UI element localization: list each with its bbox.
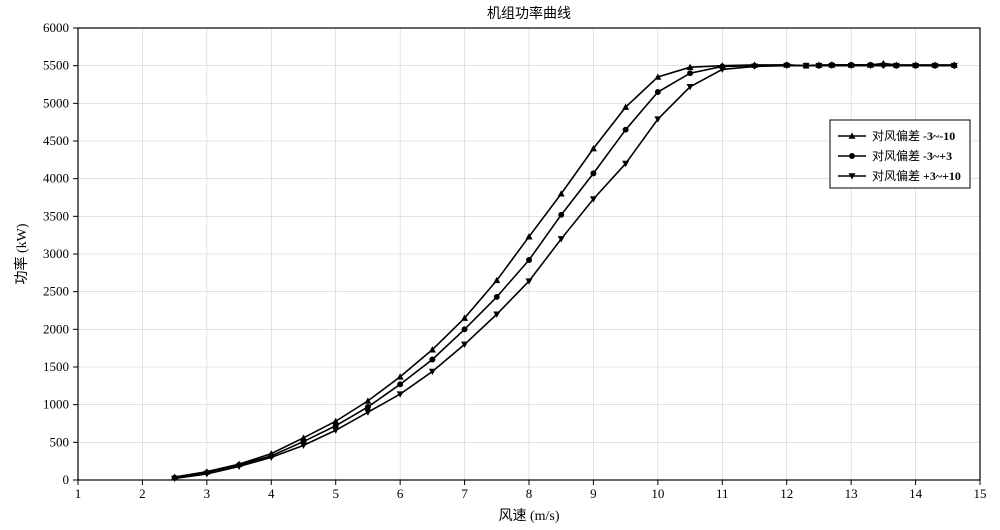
series-marker [687, 70, 693, 76]
y-tick-label: 3000 [43, 246, 69, 261]
series-marker [655, 89, 661, 95]
series-marker [494, 294, 500, 300]
x-tick-label: 12 [780, 486, 793, 501]
y-tick-label: 2500 [43, 284, 69, 299]
series-marker [623, 127, 629, 133]
x-tick-label: 8 [526, 486, 533, 501]
power-curve-chart: 1234567891011121314150500100015002000250… [0, 0, 1000, 530]
legend-marker [849, 153, 855, 159]
y-tick-label: 6000 [43, 20, 69, 35]
chart-container: 1234567891011121314150500100015002000250… [0, 0, 1000, 530]
x-axis-label: 风速 (m/s) [498, 508, 559, 524]
x-tick-label: 5 [332, 486, 339, 501]
y-tick-label: 1500 [43, 359, 69, 374]
series-marker [590, 170, 596, 176]
x-tick-label: 4 [268, 486, 275, 501]
series-marker [429, 356, 435, 362]
legend-item-label: 对风偏差 -3~-10 [872, 128, 955, 143]
y-tick-label: 5000 [43, 95, 69, 110]
x-tick-label: 14 [909, 486, 923, 501]
x-tick-label: 10 [651, 486, 664, 501]
x-tick-label: 13 [845, 486, 858, 501]
series-marker [397, 381, 403, 387]
y-axis-label: 功率 (kW) [13, 223, 30, 284]
y-tick-label: 4500 [43, 133, 69, 148]
x-tick-label: 3 [204, 486, 211, 501]
y-tick-label: 3500 [43, 208, 69, 223]
y-tick-label: 5500 [43, 58, 69, 73]
legend-item-label: 对风偏差 +3~+10 [872, 168, 961, 183]
series-marker [365, 404, 371, 410]
x-tick-label: 11 [716, 486, 729, 501]
x-tick-label: 1 [75, 486, 82, 501]
x-tick-label: 2 [139, 486, 146, 501]
y-tick-label: 1000 [43, 397, 69, 412]
chart-title: 机组功率曲线 [487, 5, 571, 22]
y-tick-label: 2000 [43, 321, 69, 336]
x-tick-label: 6 [397, 486, 404, 501]
x-tick-label: 9 [590, 486, 597, 501]
x-tick-label: 7 [461, 486, 468, 501]
y-tick-label: 4000 [43, 171, 69, 186]
y-tick-label: 0 [63, 472, 70, 487]
legend-item-label: 对风偏差 -3~+3 [872, 148, 952, 163]
series-marker [526, 257, 532, 263]
x-tick-label: 15 [974, 486, 987, 501]
y-tick-label: 500 [50, 434, 70, 449]
series-marker [558, 212, 564, 218]
series-marker [462, 326, 468, 332]
